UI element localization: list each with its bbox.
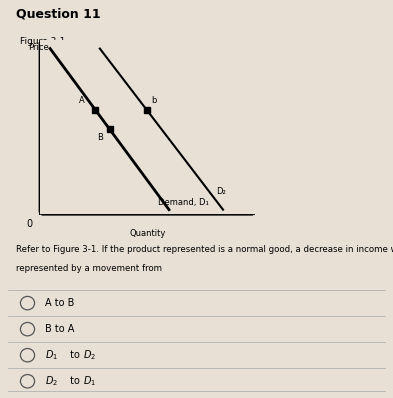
Text: Price: Price — [29, 43, 49, 52]
Text: Question 11: Question 11 — [16, 8, 100, 21]
Text: $D_2$: $D_2$ — [83, 348, 95, 362]
Text: Demand, D₁: Demand, D₁ — [158, 198, 209, 207]
Text: A: A — [79, 96, 84, 105]
Text: B to A: B to A — [45, 324, 75, 334]
Text: to: to — [67, 350, 83, 360]
Text: $D_1$: $D_1$ — [45, 348, 58, 362]
Text: Quantity: Quantity — [129, 229, 165, 238]
Text: b: b — [151, 96, 156, 105]
Text: $D_1$: $D_1$ — [83, 375, 95, 388]
Text: $D_2$: $D_2$ — [45, 375, 58, 388]
Text: represented by a movement from: represented by a movement from — [16, 264, 162, 273]
Text: A to B: A to B — [45, 298, 75, 308]
Text: D₂: D₂ — [217, 187, 226, 196]
Text: B: B — [97, 133, 103, 142]
Text: to: to — [67, 376, 83, 386]
Text: Refer to Figure 3-1. If the product represented is a normal good, a decrease in : Refer to Figure 3-1. If the product repr… — [16, 246, 393, 254]
Text: Figure 3-1: Figure 3-1 — [20, 37, 65, 46]
Text: 0: 0 — [26, 219, 33, 229]
